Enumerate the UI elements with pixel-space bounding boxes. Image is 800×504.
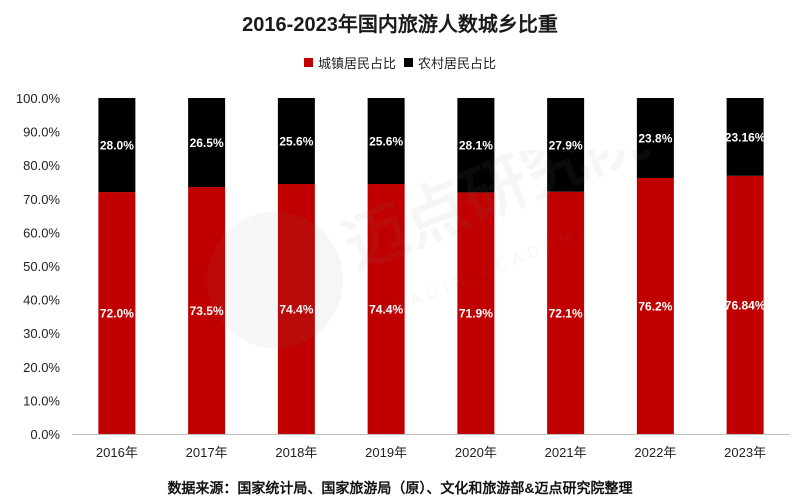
bar-urban bbox=[457, 192, 495, 434]
legend-item-urban: 城镇居民占比 bbox=[303, 53, 396, 72]
x-tick-label: 2020年 bbox=[455, 445, 497, 460]
data-label-rural: 28.0% bbox=[100, 139, 134, 153]
bar-urban bbox=[367, 184, 405, 434]
data-label-urban: 76.84% bbox=[725, 298, 766, 312]
y-tick-label: 30.0% bbox=[23, 326, 60, 341]
bar-urban bbox=[188, 187, 226, 434]
y-tick-label: 80.0% bbox=[23, 158, 60, 173]
y-tick-label: 100.0% bbox=[16, 91, 61, 106]
x-tick-label: 2018年 bbox=[275, 445, 317, 460]
bar-rural bbox=[367, 98, 405, 185]
y-tick-label: 60.0% bbox=[23, 225, 60, 240]
legend-swatch-urban bbox=[303, 58, 313, 67]
data-label-rural: 23.16% bbox=[725, 130, 766, 144]
bar-urban bbox=[726, 175, 764, 434]
data-label-urban: 72.0% bbox=[100, 307, 134, 321]
y-tick-label: 10.0% bbox=[23, 393, 60, 408]
bar-urban bbox=[98, 192, 136, 434]
x-tick-label: 2016年 bbox=[96, 445, 138, 460]
bar-rural bbox=[457, 98, 495, 193]
data-label-urban: 74.4% bbox=[369, 303, 403, 317]
data-label-rural: 23.8% bbox=[638, 131, 672, 145]
y-tick-label: 0.0% bbox=[30, 427, 60, 442]
bar-rural bbox=[277, 98, 315, 185]
bar-rural bbox=[98, 98, 136, 193]
source-note: 数据来源：国家统计局、国家旅游局（原）、文化和旅游部&迈点研究院整理 bbox=[167, 480, 633, 496]
data-label-urban: 76.2% bbox=[638, 299, 672, 313]
data-label-rural: 26.5% bbox=[190, 136, 224, 150]
chart-title: 2016-2023年国内旅游人数城乡比重 bbox=[242, 14, 558, 36]
legend-swatch-rural bbox=[404, 58, 413, 67]
x-tick-label: 2017年 bbox=[186, 445, 228, 460]
data-label-urban: 74.4% bbox=[279, 303, 313, 317]
data-label-urban: 73.5% bbox=[190, 304, 224, 318]
x-tick-label: 2021年 bbox=[545, 445, 587, 460]
data-label-urban: 72.1% bbox=[549, 306, 583, 320]
bar-rural bbox=[726, 98, 764, 176]
x-tick-label: 2022年 bbox=[634, 445, 676, 460]
data-label-rural: 28.1% bbox=[459, 139, 493, 153]
bar-urban bbox=[277, 184, 315, 434]
legend-label-rural: 农村居民占比 bbox=[418, 56, 497, 71]
x-tick-label: 2023年 bbox=[724, 445, 766, 460]
y-tick-label: 40.0% bbox=[23, 293, 60, 308]
legend: 城镇居民占比 农村居民占比 bbox=[0, 53, 800, 72]
legend-item-rural: 农村居民占比 bbox=[404, 53, 496, 72]
bar-urban bbox=[547, 191, 585, 434]
data-label-urban: 71.9% bbox=[459, 307, 493, 321]
y-tick-label: 70.0% bbox=[23, 192, 60, 207]
y-tick-label: 20.0% bbox=[23, 360, 60, 375]
bar-urban bbox=[636, 177, 674, 434]
y-tick-label: 90.0% bbox=[23, 125, 60, 140]
y-tick-label: 50.0% bbox=[23, 259, 60, 274]
bar-rural bbox=[188, 98, 226, 188]
x-tick-label: 2019年 bbox=[365, 445, 407, 460]
data-label-rural: 27.9% bbox=[549, 138, 583, 152]
data-label-rural: 25.6% bbox=[279, 135, 313, 149]
legend-label-urban: 城镇居民占比 bbox=[317, 56, 396, 71]
bar-rural bbox=[636, 98, 674, 178]
data-label-rural: 25.6% bbox=[369, 135, 403, 149]
bar-rural bbox=[547, 98, 585, 192]
